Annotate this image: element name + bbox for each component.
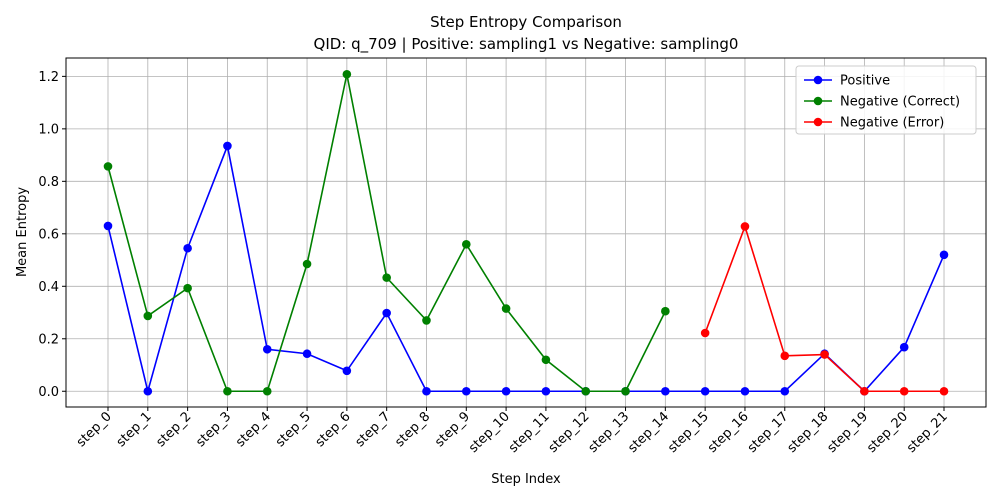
data-point	[262, 344, 272, 354]
x-axis-label: Step Index	[491, 472, 561, 487]
series-line	[107, 143, 945, 395]
x-tick-label: step_8	[392, 409, 433, 450]
data-point	[820, 350, 829, 359]
data-point	[939, 386, 949, 396]
data-point	[143, 386, 153, 396]
x-tick-label: step_19	[824, 409, 871, 456]
x-tick-label: step_1	[114, 409, 155, 450]
data-point	[700, 328, 710, 338]
data-point	[780, 386, 790, 396]
legend-label: Negative (Correct)	[840, 95, 960, 110]
data-point	[422, 386, 431, 396]
x-tick-label: step_16	[705, 409, 752, 456]
x-tick-label: step_15	[665, 409, 712, 456]
x-tick-label: step_6	[313, 409, 354, 450]
y-tick-label: 0.0	[38, 385, 59, 400]
data-point	[382, 308, 391, 318]
x-tick-label: step_13	[586, 409, 633, 456]
data-point	[899, 386, 909, 396]
data-point	[143, 311, 153, 321]
y-tick-label: 1.2	[38, 70, 59, 85]
y-tick-label: 0.6	[38, 227, 59, 242]
data-point	[860, 386, 869, 396]
data-point	[223, 141, 232, 151]
series-lines	[103, 69, 949, 396]
x-tick-label: step_7	[353, 409, 394, 450]
y-tick-label: 0.8	[38, 175, 59, 190]
legend: Positive Negative (Correct) Negative (Erro…	[795, 65, 977, 135]
data-point	[700, 386, 710, 396]
data-point	[382, 273, 391, 282]
y-tick-label: 0.4	[38, 280, 59, 295]
legend-label: Positive	[840, 74, 890, 89]
data-point	[780, 351, 790, 361]
legend-swatch-marker	[813, 117, 823, 127]
data-point	[223, 386, 232, 396]
y-axis-ticks: 0.0 0.2 0.4 0.6 0.8 1.0 1.2	[38, 70, 66, 400]
data-point	[262, 386, 272, 396]
y-axis-label: Mean Entropy	[15, 187, 30, 277]
plot-frame	[65, 57, 987, 408]
data-point	[740, 222, 750, 231]
legend-label: Negative (Error)	[840, 116, 944, 131]
data-point	[461, 240, 471, 249]
data-point	[740, 386, 750, 396]
legend-swatch-marker	[813, 75, 823, 85]
data-point	[342, 69, 352, 79]
x-tick-label: step_0	[74, 409, 115, 450]
data-point	[183, 283, 192, 293]
x-axis-ticks: step_0step_1step_2step_3step_4step_5step…	[74, 407, 951, 456]
data-point	[899, 342, 909, 352]
data-point	[621, 386, 630, 396]
x-tick-label: step_10	[466, 409, 513, 456]
grid	[66, 58, 986, 407]
x-tick-label: step_21	[904, 409, 951, 456]
x-tick-label: step_5	[273, 409, 314, 450]
x-tick-label: step_11	[506, 409, 553, 456]
y-tick-label: 0.2	[38, 332, 59, 347]
y-tick-label: 1.0	[38, 122, 59, 137]
chart-subtitle: QID: q_709 | Positive: sampling1 vs Nega…	[314, 35, 739, 54]
data-point	[541, 386, 551, 396]
data-point	[939, 250, 949, 260]
data-point	[581, 386, 591, 396]
data-point	[103, 162, 113, 171]
data-point	[302, 259, 312, 269]
legend-item: Positive	[804, 74, 890, 89]
data-point	[661, 306, 670, 316]
data-point	[461, 386, 471, 396]
series-negative-error	[700, 222, 949, 396]
legend-item: Negative (Correct)	[804, 95, 960, 110]
chart-title: Step Entropy Comparison	[430, 13, 622, 31]
legend-box	[795, 65, 977, 135]
data-point	[342, 366, 352, 376]
x-tick-label: step_14	[625, 409, 672, 456]
x-tick-label: step_20	[864, 409, 911, 456]
series-negative-correct	[103, 69, 670, 396]
data-point	[661, 386, 670, 396]
legend-swatch-marker	[813, 96, 823, 106]
data-point	[422, 316, 431, 325]
x-tick-label: step_12	[546, 409, 593, 456]
data-point	[501, 304, 511, 313]
legend-item: Negative (Error)	[804, 116, 944, 131]
x-tick-label: step_4	[233, 409, 274, 450]
x-tick-label: step_17	[745, 409, 792, 456]
data-point	[541, 355, 551, 365]
data-point	[103, 221, 113, 231]
x-tick-label: step_2	[154, 409, 195, 450]
data-point	[183, 243, 192, 253]
data-point	[302, 349, 312, 359]
x-tick-label: step_3	[193, 409, 234, 450]
x-tick-label: step_18	[785, 409, 832, 456]
data-point	[501, 386, 511, 396]
